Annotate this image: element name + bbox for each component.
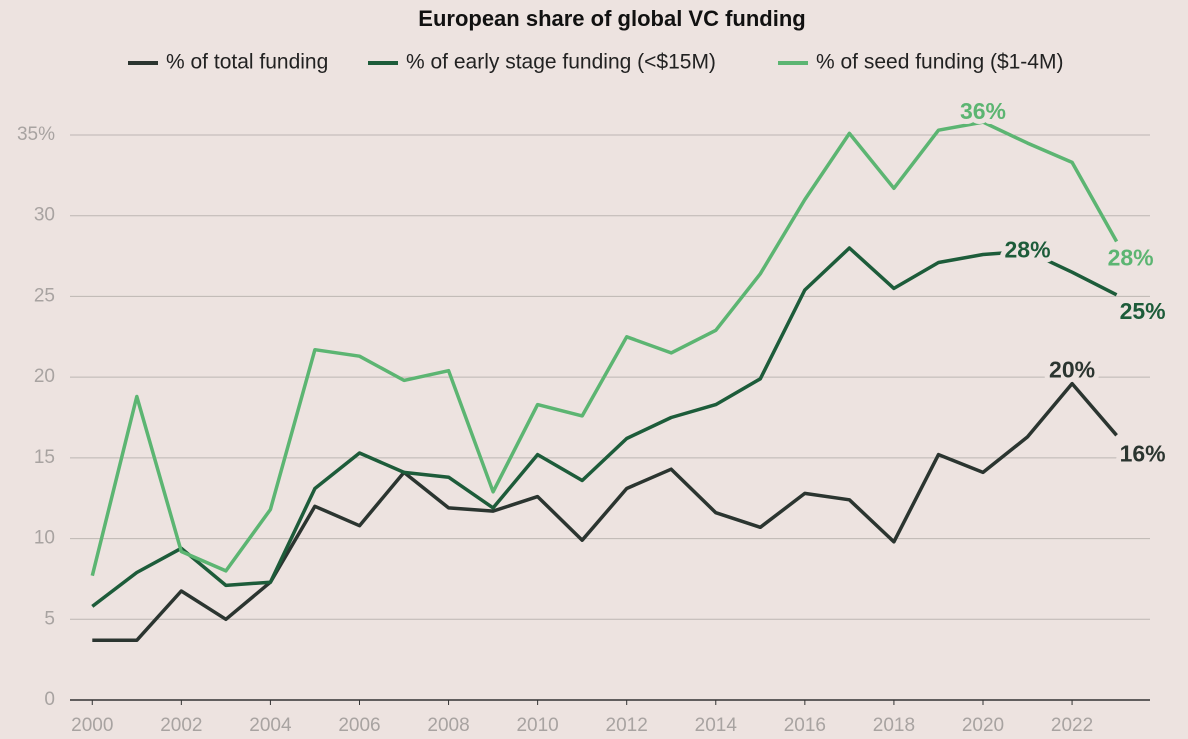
x-tick-label: 2008 xyxy=(427,715,469,736)
legend-label: % of seed funding ($1-4M) xyxy=(816,51,1063,74)
y-tick-label: 20 xyxy=(34,366,55,387)
data-label: 28% xyxy=(1005,236,1051,262)
y-tick-label: 10 xyxy=(34,528,55,549)
y-tick-label: 0 xyxy=(44,689,55,710)
data-label: 28% xyxy=(1108,245,1154,271)
data-label: 36% xyxy=(960,98,1006,124)
legend: % of total funding % of early stage fundi… xyxy=(128,51,1063,74)
x-tick-label: 2020 xyxy=(962,715,1004,736)
y-tick-label: 25 xyxy=(34,285,55,306)
series-line xyxy=(91,246,1118,608)
y-tick-label: 35% xyxy=(17,124,55,145)
y-tick-label: 15 xyxy=(34,447,55,468)
legend-label: % of early stage funding (<$15M) xyxy=(406,51,716,74)
x-tick-label: 2006 xyxy=(338,715,380,736)
data-label: 25% xyxy=(1120,298,1166,324)
x-tick-label: 2022 xyxy=(1051,715,1093,736)
chart-title: European share of global VC funding xyxy=(418,6,805,31)
y-tick-label: 30 xyxy=(34,205,55,226)
data-label: 16% xyxy=(1120,440,1166,466)
x-tick-label: 2014 xyxy=(695,715,738,736)
x-tick-label: 2012 xyxy=(606,715,648,736)
legend-label: % of total funding xyxy=(166,51,328,74)
x-tick-label: 2000 xyxy=(71,715,113,736)
x-tick-label: 2004 xyxy=(249,715,292,736)
x-tick-label: 2018 xyxy=(873,715,915,736)
x-tick-label: 2010 xyxy=(516,715,558,736)
data-label: 20% xyxy=(1049,357,1095,383)
series-line xyxy=(92,381,1118,643)
x-tick-label: 2016 xyxy=(784,715,826,736)
y-tick-label: 5 xyxy=(44,608,55,629)
series-line xyxy=(90,120,1119,577)
x-tick-label: 2002 xyxy=(160,715,202,736)
